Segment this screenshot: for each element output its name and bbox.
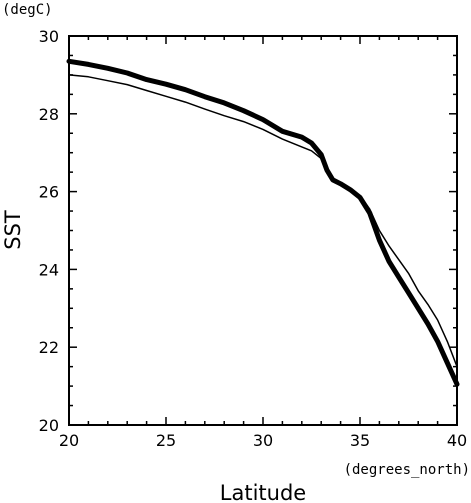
x-tick-label: 25 bbox=[156, 431, 176, 450]
y-axis-title: SST bbox=[1, 210, 25, 250]
y-tick-label: 26 bbox=[39, 183, 59, 202]
plot-frame bbox=[68, 35, 458, 426]
y-tick-label: 22 bbox=[39, 338, 59, 357]
x-tick-label: 30 bbox=[253, 431, 273, 450]
sst-line-thin bbox=[68, 74, 458, 368]
y-tick-label: 24 bbox=[39, 260, 59, 279]
series-lines bbox=[66, 58, 460, 387]
axis-tick-labels: 20 25 30 35 40 20 22 24 26 28 30 bbox=[39, 27, 468, 450]
axis-ticks bbox=[68, 35, 458, 426]
x-tick-label: 40 bbox=[447, 431, 467, 450]
y-tick-label: 20 bbox=[39, 416, 59, 435]
y-tick-label: 30 bbox=[39, 27, 59, 46]
sst-line-thick bbox=[66, 58, 460, 387]
x-tick-label: 35 bbox=[350, 431, 370, 450]
x-axis-title: Latitude bbox=[220, 481, 306, 503]
y-tick-label: 28 bbox=[39, 105, 59, 124]
x-tick-label: 20 bbox=[59, 431, 79, 450]
x-unit-label: (degrees_north) bbox=[344, 462, 470, 478]
y-unit-label: (degC) bbox=[2, 2, 53, 18]
